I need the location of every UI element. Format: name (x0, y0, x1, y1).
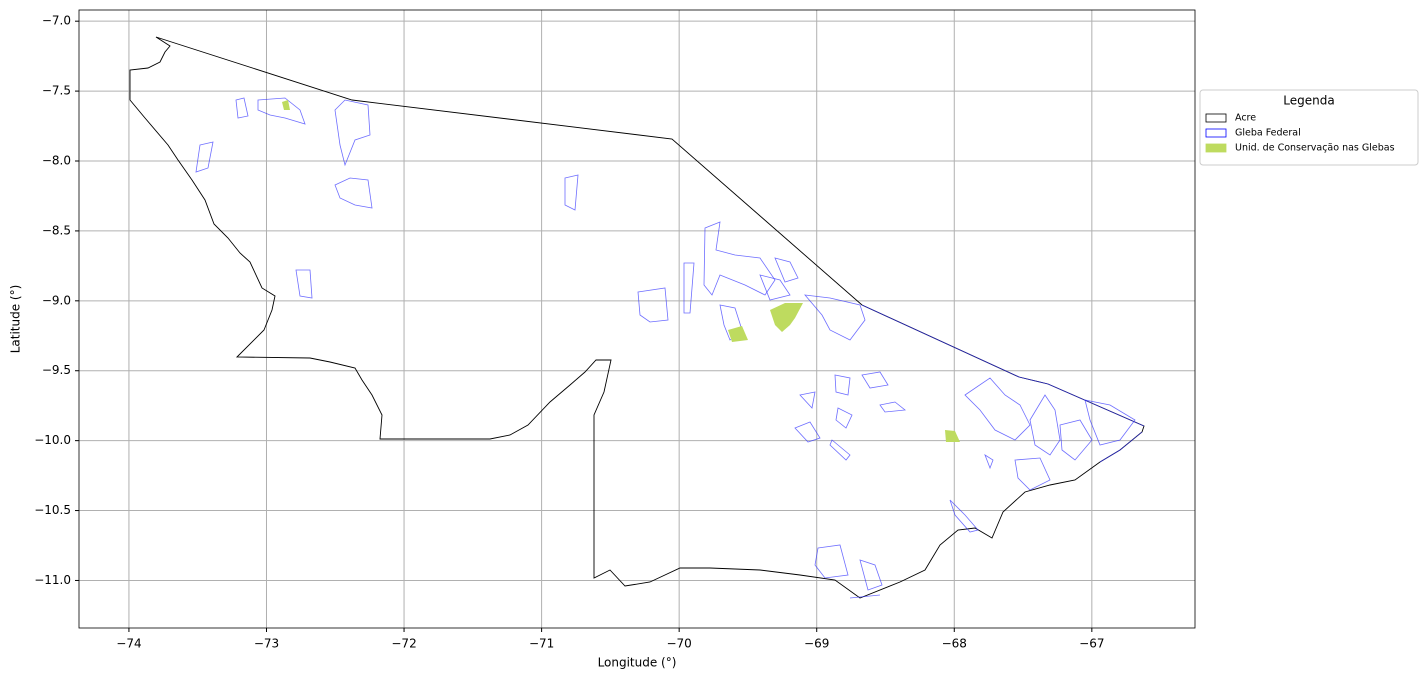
legend-box (1199, 89, 1419, 166)
x-tick-label: −72 (391, 637, 416, 651)
y-tick-label: −10.5 (34, 503, 71, 517)
map-shapes (129, 36, 1145, 599)
x-tick-label: −70 (666, 637, 691, 651)
legend-swatch (1205, 143, 1227, 153)
x-tick-label: −68 (942, 637, 967, 651)
y-tick-label: −8.5 (42, 223, 71, 237)
y-tick-label: −8.0 (42, 154, 71, 168)
x-axis-label: Longitude (°) (598, 656, 677, 670)
x-tick-label: −69 (804, 637, 829, 651)
legend-title: Legenda (1283, 94, 1334, 108)
plot-frame (78, 9, 1196, 629)
y-tick-label: −10.0 (34, 433, 71, 447)
y-tick-label: −7.0 (42, 14, 71, 28)
legend-label: Unid. de Conservação nas Glebas (1235, 143, 1395, 154)
legend-label: Gleba Federal (1235, 128, 1301, 139)
y-tick-label: −9.5 (42, 363, 71, 377)
x-tick-label: −73 (254, 637, 279, 651)
legend-label: Acre (1235, 113, 1256, 124)
y-tick-label: −11.0 (34, 573, 71, 587)
x-tick-label: −71 (529, 637, 554, 651)
legend-swatch (1205, 113, 1227, 123)
unid-conservacao (282, 100, 960, 442)
y-axis-label: Latitude (°) (9, 285, 23, 354)
y-tick-label: −7.5 (42, 84, 71, 98)
x-tick-label: −74 (116, 637, 141, 651)
acre-boundary (129, 36, 1145, 599)
legend-swatch (1205, 128, 1227, 138)
gleba-federal (195, 97, 1145, 599)
x-tick-label: −67 (1079, 637, 1104, 651)
y-tick-label: −9.0 (42, 293, 71, 307)
